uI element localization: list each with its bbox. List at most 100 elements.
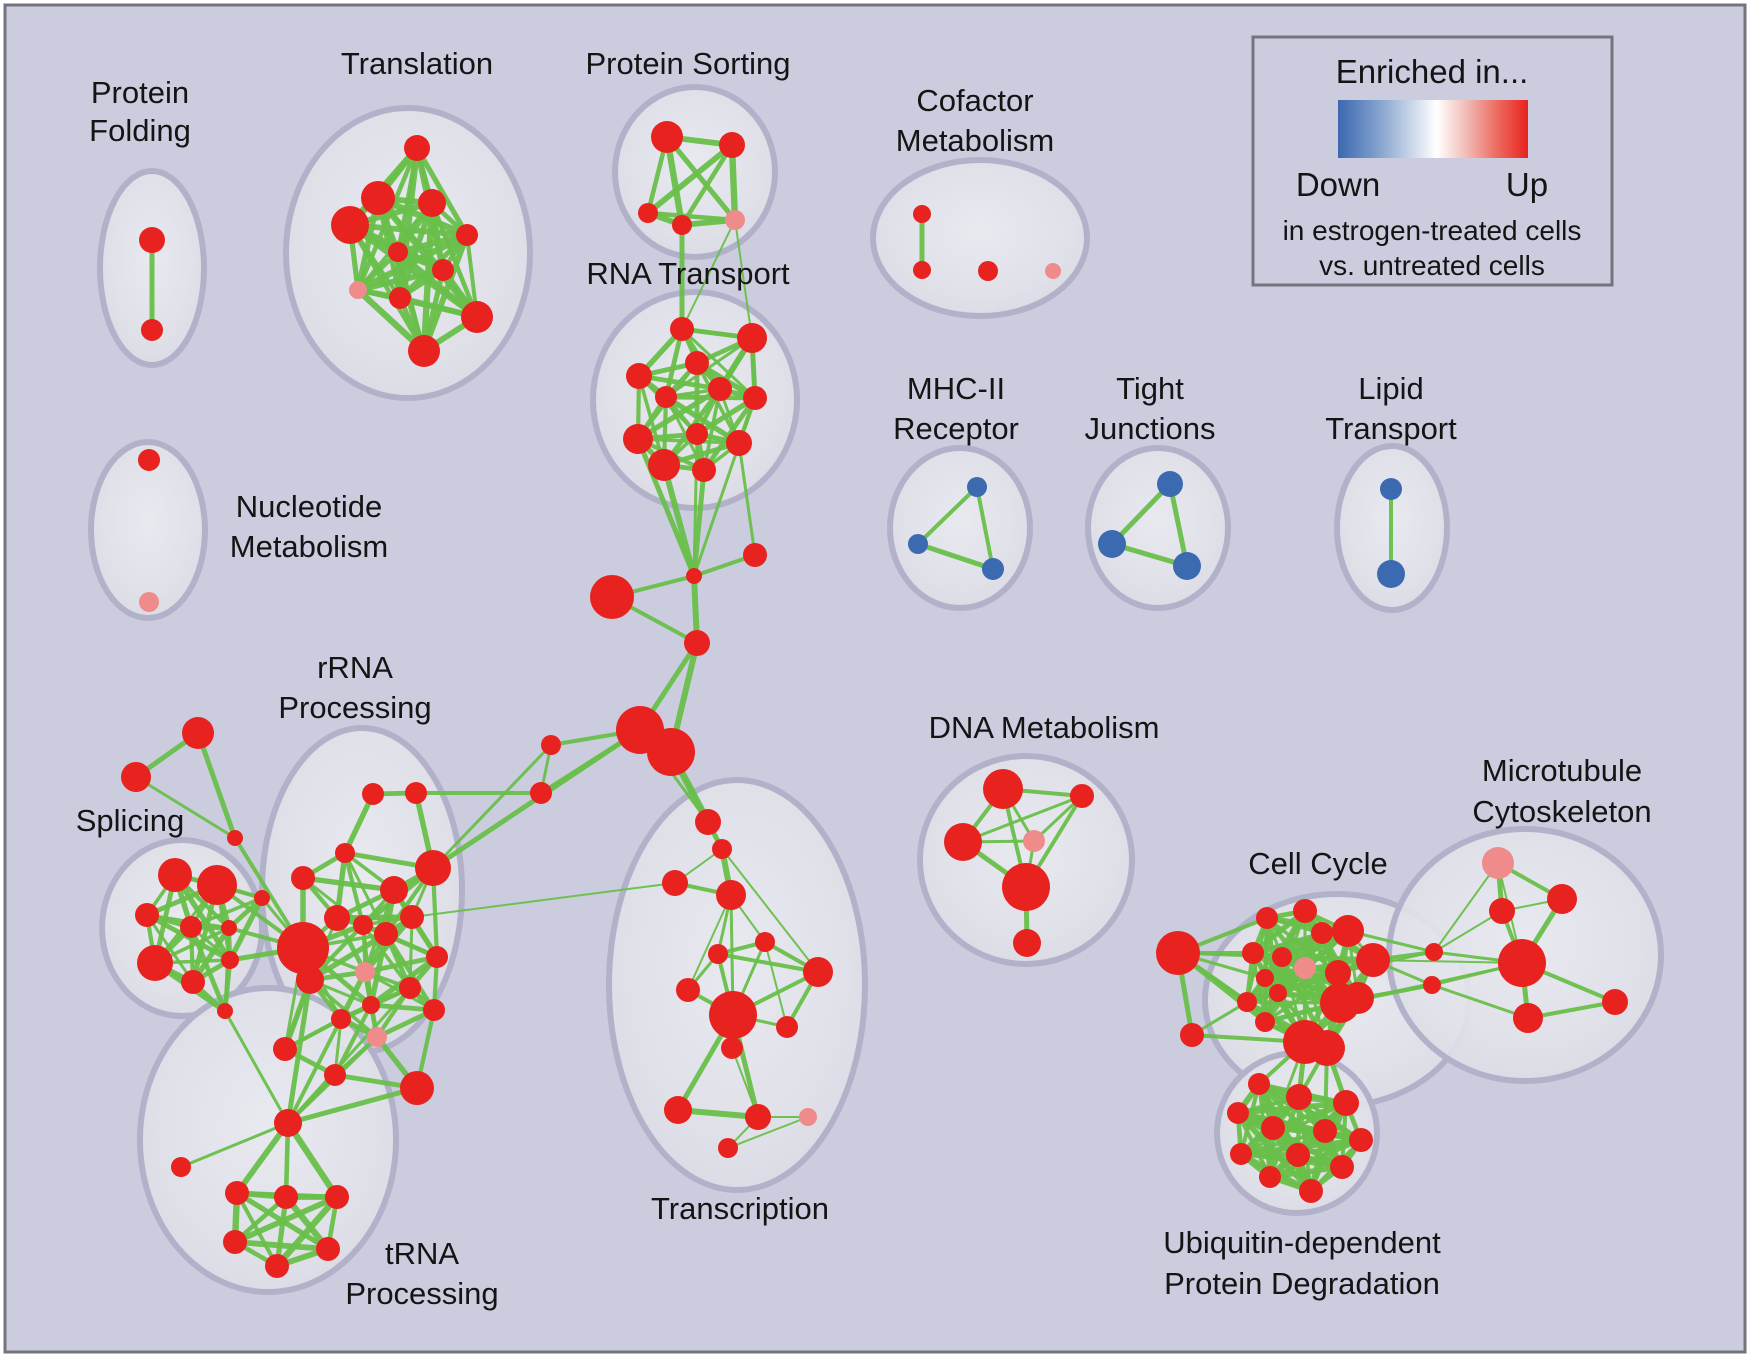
edge bbox=[189, 896, 264, 929]
cluster-label-nucleotide-metabolism-line1: Nucleotide bbox=[236, 489, 382, 524]
edge bbox=[347, 222, 427, 354]
node-t6 bbox=[388, 242, 408, 262]
edge bbox=[663, 394, 758, 401]
node-sp8 bbox=[181, 970, 205, 994]
node-x12 bbox=[664, 1096, 692, 1124]
legend-subtitle-1: in estrogen-treated cells bbox=[1283, 215, 1582, 246]
node-q16 bbox=[331, 1009, 351, 1029]
node-s4 bbox=[672, 215, 692, 235]
edge bbox=[1267, 1164, 1345, 1180]
node-cc11 bbox=[1356, 943, 1390, 977]
node-ub2 bbox=[1286, 1084, 1312, 1110]
node-mh2 bbox=[908, 534, 928, 554]
edge bbox=[975, 485, 995, 571]
node-x4 bbox=[716, 880, 746, 910]
node-x13 bbox=[745, 1104, 771, 1130]
node-h1 bbox=[686, 568, 702, 584]
node-t11 bbox=[408, 335, 440, 367]
edge bbox=[1235, 1100, 1349, 1116]
node-q11 bbox=[277, 922, 329, 974]
node-tn6 bbox=[265, 1254, 289, 1278]
node-r5 bbox=[708, 377, 732, 401]
edge bbox=[961, 794, 1084, 844]
node-mh3 bbox=[982, 558, 1004, 580]
edge bbox=[721, 848, 819, 973]
node-s3 bbox=[638, 203, 658, 223]
edge bbox=[716, 952, 820, 974]
edge bbox=[727, 1116, 809, 1149]
cluster-label-trna-processing-line2: Processing bbox=[345, 1276, 498, 1311]
node-t5 bbox=[456, 224, 478, 246]
node-t2 bbox=[361, 181, 395, 215]
node-x6 bbox=[708, 944, 728, 964]
node-x14 bbox=[799, 1108, 817, 1126]
node-cc7 bbox=[1242, 942, 1264, 964]
node-layer bbox=[121, 121, 1628, 1278]
edge bbox=[1430, 983, 1530, 1020]
node-m1 bbox=[1482, 847, 1514, 879]
node-q20 bbox=[273, 1037, 297, 1061]
node-q22 bbox=[400, 1071, 434, 1105]
edge bbox=[223, 1009, 290, 1125]
node-t10 bbox=[461, 301, 493, 333]
edge bbox=[286, 986, 412, 1125]
edge bbox=[227, 895, 265, 963]
node-h8 bbox=[530, 782, 552, 804]
node-cc10 bbox=[1325, 960, 1351, 986]
edge bbox=[307, 931, 389, 983]
node-r8 bbox=[623, 424, 653, 454]
node-r12 bbox=[692, 458, 716, 482]
node-r6 bbox=[743, 386, 767, 410]
node-cc1 bbox=[1156, 931, 1200, 975]
edge bbox=[342, 850, 366, 928]
node-q19 bbox=[367, 1027, 387, 1047]
edge bbox=[285, 1085, 420, 1126]
node-r2 bbox=[737, 323, 767, 353]
edge bbox=[737, 441, 757, 557]
node-x10 bbox=[776, 1016, 798, 1038]
node-x1 bbox=[695, 809, 721, 835]
cluster-label-cell-cycle-line1: Cell Cycle bbox=[1248, 846, 1388, 881]
cluster-ellipse-mhc2-receptor bbox=[887, 445, 1033, 611]
edge bbox=[680, 327, 757, 400]
node-c3 bbox=[978, 261, 998, 281]
node-tj2 bbox=[1098, 530, 1126, 558]
node-q14 bbox=[426, 946, 448, 968]
cluster-label-rna-transport-line1: RNA Transport bbox=[586, 256, 790, 291]
node-cc19 bbox=[1309, 1030, 1345, 1066]
node-sp5 bbox=[221, 920, 237, 936]
legend-up-label: Up bbox=[1506, 166, 1548, 203]
node-r3 bbox=[685, 351, 709, 375]
node-cc5 bbox=[1311, 922, 1333, 944]
node-q13 bbox=[355, 962, 375, 982]
node-x8 bbox=[676, 978, 700, 1002]
edge bbox=[687, 894, 732, 991]
node-h3 bbox=[590, 575, 634, 619]
edge bbox=[285, 977, 313, 1126]
cluster-ellipse-tight-junctions bbox=[1085, 445, 1231, 611]
node-c4 bbox=[1045, 263, 1061, 279]
node-cc14 bbox=[1269, 984, 1287, 1002]
edge bbox=[284, 1119, 341, 1201]
node-x7 bbox=[803, 957, 833, 987]
node-m4 bbox=[1498, 939, 1546, 987]
edge bbox=[645, 142, 735, 216]
node-d4 bbox=[1023, 830, 1045, 852]
cluster-ellipse-dna-metabolism bbox=[917, 753, 1135, 967]
node-nm1 bbox=[138, 449, 160, 471]
node-s1 bbox=[651, 121, 683, 153]
node-th bbox=[274, 1109, 302, 1137]
edge bbox=[232, 1239, 331, 1252]
node-cc12 bbox=[1256, 969, 1274, 987]
node-tn5 bbox=[316, 1237, 340, 1261]
node-x15 bbox=[718, 1138, 738, 1158]
cluster-ellipse-nucleotide-metabolism bbox=[88, 439, 208, 621]
edge bbox=[915, 541, 996, 572]
edge bbox=[663, 394, 742, 446]
edge bbox=[661, 462, 697, 579]
node-r11 bbox=[648, 449, 680, 481]
node-sp6 bbox=[254, 890, 270, 906]
node-cc6 bbox=[1332, 915, 1364, 947]
edge bbox=[234, 1120, 291, 1196]
node-t4 bbox=[331, 206, 369, 244]
